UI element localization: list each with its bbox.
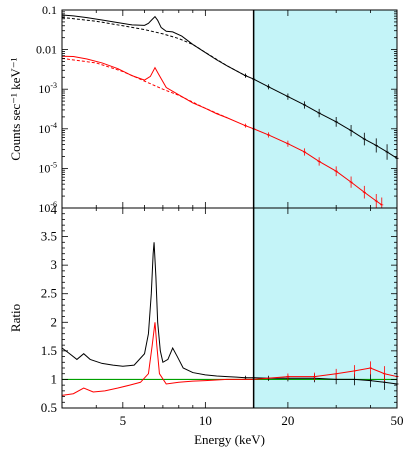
top-series-2-point-18 bbox=[267, 132, 271, 138]
top-y-tick-label: 10-4 bbox=[38, 121, 57, 136]
bottom-y-tick-label: 2 bbox=[51, 314, 58, 329]
top-series-2-point-22 bbox=[334, 166, 338, 177]
top-y-tick-label: 0.01 bbox=[36, 43, 57, 57]
top-series-3 bbox=[61, 57, 228, 119]
top-series-2-point-25 bbox=[374, 193, 378, 209]
bottom-series-1-point-23 bbox=[368, 361, 372, 375]
top-y-axis-label: Counts sec⁻¹ keV⁻¹ bbox=[8, 57, 23, 160]
bottom-series-1-point-21 bbox=[334, 368, 338, 379]
x-tick-label: 10 bbox=[199, 413, 212, 428]
top-series-0-point-24 bbox=[317, 108, 321, 118]
top-series-2-point-20 bbox=[303, 148, 307, 156]
top-series-0-point-27 bbox=[362, 132, 366, 146]
tick-exponent: -6 bbox=[50, 200, 57, 209]
top-series-group bbox=[61, 14, 399, 213]
tick-exponent: -3 bbox=[50, 81, 57, 90]
bottom-y-tick-label: 2.5 bbox=[41, 286, 57, 301]
bottom-series-1-point-22 bbox=[353, 365, 357, 377]
top-series-2-point-23 bbox=[349, 176, 353, 188]
top-series-2-point-19 bbox=[286, 140, 290, 147]
bottom-y-tick-label: 0.5 bbox=[41, 400, 57, 415]
bottom-y-ticks: 0.5 1 1.5 2 2.5 3 3.5 4 bbox=[41, 202, 397, 415]
tick-exponent: -4 bbox=[50, 121, 57, 130]
top-series-0-point-26 bbox=[349, 125, 353, 137]
top-hard-band-shading bbox=[253, 10, 397, 208]
bottom-series-1-point-24 bbox=[382, 366, 386, 382]
x-axis-label: Energy (keV) bbox=[194, 432, 265, 447]
top-series-0-point-29 bbox=[385, 144, 389, 160]
tick-base: 10 bbox=[38, 122, 50, 136]
bottom-y-tick-label: 4 bbox=[51, 202, 58, 217]
top-series-2-point-24 bbox=[362, 185, 366, 199]
top-y-tick-label: 10-6 bbox=[38, 200, 57, 215]
top-series-0-point-25 bbox=[334, 116, 338, 127]
tick-base: 10 bbox=[38, 161, 50, 175]
top-series-0-point-21 bbox=[267, 84, 271, 90]
bottom-panel: 0.5 1 1.5 2 2.5 3 3.5 4 5 10 20 50 Ratio Energy (k… bbox=[8, 202, 404, 447]
bottom-x-ticks: 5 10 20 50 bbox=[61, 208, 404, 428]
x-tick-label: 20 bbox=[281, 413, 294, 428]
bottom-series-1-point-19 bbox=[286, 373, 290, 380]
bottom-y-tick-label: 3 bbox=[51, 257, 58, 272]
tick-exponent: -5 bbox=[50, 160, 57, 169]
top-y-tick-label: 10-3 bbox=[38, 81, 57, 96]
top-series-0-point-28 bbox=[374, 138, 378, 153]
bottom-y-tick-label: 1.5 bbox=[41, 343, 57, 358]
bottom-series-0-point-34 bbox=[368, 373, 372, 388]
top-series-0-point-23 bbox=[303, 101, 307, 109]
bottom-plot-frame bbox=[61, 207, 398, 409]
top-series-0-point-22 bbox=[286, 93, 290, 100]
x-tick-label: 50 bbox=[391, 413, 404, 428]
bottom-y-axis-label: Ratio bbox=[8, 304, 23, 332]
tick-base: 10 bbox=[38, 82, 50, 96]
tick-base: 10 bbox=[38, 201, 50, 215]
top-series-1 bbox=[61, 16, 246, 77]
bottom-series-1-point-20 bbox=[312, 372, 316, 381]
x-tick-label: 5 bbox=[120, 413, 127, 428]
top-y-tick-label: 0.1 bbox=[42, 3, 57, 17]
top-series-1-point-9 bbox=[243, 73, 247, 78]
bottom-y-tick-label: 3.5 bbox=[41, 229, 57, 244]
bottom-series-1 bbox=[61, 322, 398, 396]
top-series-2-point-21 bbox=[317, 157, 321, 166]
bottom-y-tick-label: 1 bbox=[51, 371, 58, 386]
top-y-tick-label: 10-5 bbox=[38, 160, 57, 175]
bottom-series-group bbox=[61, 242, 399, 396]
top-series-2-point-16 bbox=[243, 123, 247, 128]
